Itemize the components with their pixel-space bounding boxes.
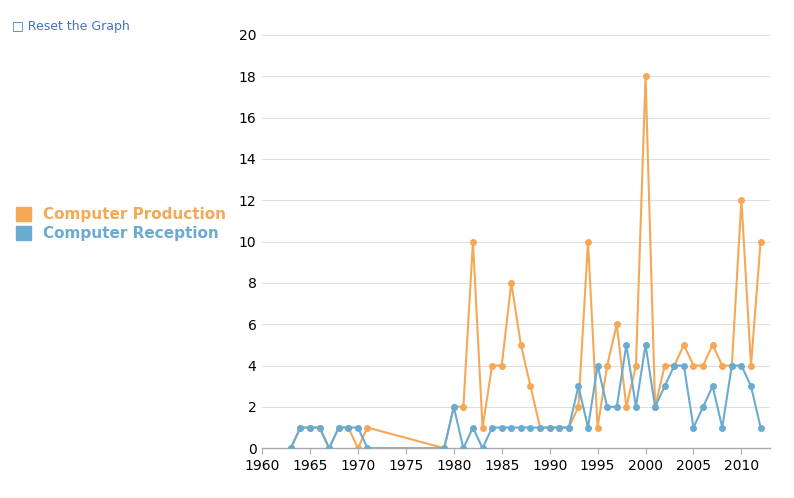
Legend: Computer Production, Computer Reception: Computer Production, Computer Reception — [16, 207, 226, 241]
Text: □ Reset the Graph: □ Reset the Graph — [12, 20, 129, 33]
